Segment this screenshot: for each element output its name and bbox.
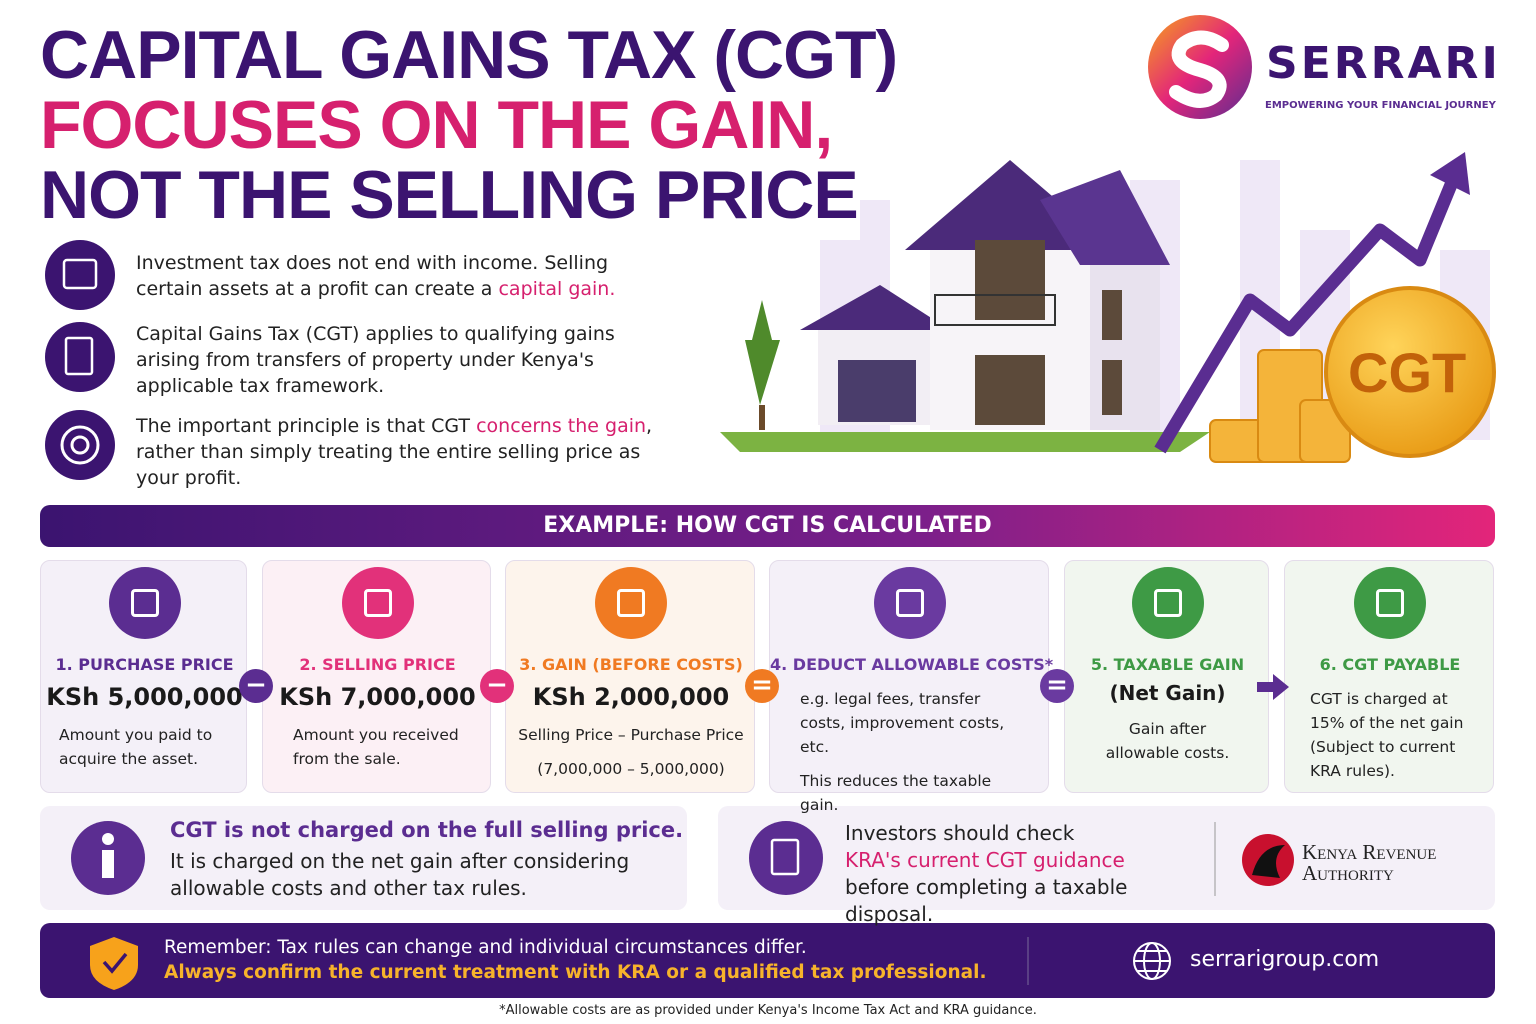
step-icon-glyph — [1376, 589, 1404, 617]
info-bar — [102, 850, 114, 878]
step-icon-glyph — [363, 589, 392, 617]
flow-arrow — [1257, 674, 1289, 700]
operator: − — [480, 669, 514, 703]
step-line: This reduces the taxable gain. — [800, 772, 992, 814]
step-text: CGT is charged at 15% of the net gain (S… — [1310, 687, 1470, 793]
step-title: 6. CGT PAYABLE — [1319, 655, 1461, 674]
text-segment: Investment tax does not end with income.… — [136, 252, 609, 300]
step-icon — [1354, 567, 1426, 639]
growth-arrow — [1154, 172, 1462, 454]
step-title: 2. SELLING PRICE — [299, 655, 456, 674]
logo-s — [1169, 30, 1229, 108]
step-line: Selling Price – Purchase Price — [518, 726, 744, 744]
step-icon — [341, 567, 414, 639]
step-amount: KSh 7,000,000 — [279, 683, 476, 711]
note-box — [40, 806, 687, 910]
step-icon-glyph — [896, 589, 924, 617]
step-text: Selling Price – Purchase Price (7,000,000… — [518, 723, 744, 791]
step-line: e.g. legal fees, transfer costs, improve… — [800, 690, 1005, 756]
step-icon — [595, 567, 667, 639]
operator: = — [745, 669, 779, 703]
footer-band — [40, 923, 1495, 998]
step-icon-glyph — [130, 589, 159, 617]
globe-icon — [1133, 942, 1171, 980]
step-text: Gain after allowable costs. — [1090, 717, 1245, 775]
cgt-coin — [1324, 286, 1496, 458]
title-line: NOT THE SELLING PRICE — [40, 157, 859, 233]
step-line: CGT is charged at 15% of the net gain (S… — [1310, 690, 1464, 780]
step-card: 4. DEDUCT ALLOWABLE COSTS* e.g. legal fee… — [769, 560, 1054, 814]
intro-text: Capital Gains Tax (CGT) applies to quali… — [136, 321, 666, 399]
operator: − — [239, 669, 273, 703]
step-title: 5. TAXABLE GAIN — [1090, 655, 1245, 674]
house — [720, 160, 1210, 452]
footnote: *Allowable costs are as provided under K… — [499, 1003, 1037, 1018]
step-title: 1. PURCHASE PRICE — [55, 655, 234, 674]
step-icon-glyph — [1153, 589, 1182, 617]
info-dot — [102, 833, 114, 845]
intro-icons — [45, 240, 115, 480]
step-icon — [874, 567, 946, 639]
note-body: It is charged on the net gain after cons… — [170, 849, 630, 900]
kra-line: Authority — [1302, 861, 1394, 885]
doc-icon — [749, 821, 823, 895]
step-icon — [1131, 567, 1204, 639]
step-line: Gain after allowable costs. — [1105, 720, 1230, 762]
step-amount: (Net Gain) — [1109, 681, 1226, 705]
footer-line: Always confirm the current treatment wit… — [164, 962, 987, 983]
step-card: 3. GAIN (BEFORE COSTS) KSh 2,000,000 Selli… — [505, 560, 755, 793]
note-right: Investors should check KRA's current CGT … — [845, 820, 1205, 928]
note-title: CGT is not charged on the full selling p… — [170, 818, 684, 842]
text-segment: , rather than simply treating the entire… — [136, 415, 653, 489]
example-band — [40, 505, 1495, 547]
doc-shape — [770, 838, 800, 876]
coin-stacks — [1209, 349, 1351, 463]
website: serrarigroup.com — [1190, 947, 1380, 972]
kra-name: Kenya Revenue Authority — [1302, 842, 1436, 884]
step-icon-glyph — [617, 589, 645, 617]
step-line: Amount you paid to acquire the asset. — [59, 726, 213, 768]
step-title: 4. DEDUCT ALLOWABLE COSTS* — [770, 655, 1054, 674]
step-amount: KSh 5,000,000 — [46, 683, 243, 711]
shield-check — [102, 952, 128, 974]
text-segment: concerns the gain — [476, 415, 647, 437]
text-segment: The important principle is that CGT — [136, 415, 477, 437]
step-text: Amount you received from the sale. — [293, 723, 462, 781]
arrow-head — [1430, 152, 1470, 195]
example-heading: EXAMPLE: HOW CGT IS CALCULATED — [543, 513, 992, 538]
title-line: CAPITAL GAINS TAX (CGT) — [40, 17, 898, 93]
text-segment: capital gain. — [498, 278, 616, 300]
footer-line: Remember: Tax rules can change and indiv… — [164, 937, 807, 958]
step-card: 5. TAXABLE GAIN (Net Gain) Gain after allo… — [1064, 560, 1269, 793]
step-card: 2. SELLING PRICE KSh 7,000,000 Amount you … — [262, 560, 491, 793]
kra-line: Kenya Revenue — [1302, 840, 1437, 864]
logo-name: SERRARI — [1266, 38, 1501, 89]
kra-lion — [1252, 845, 1285, 878]
step-text: Amount you paid to acquire the asset. — [59, 723, 230, 781]
shield-icon — [90, 937, 138, 990]
arrow-shape — [1257, 674, 1289, 700]
text-segment: Investors should check — [845, 821, 1075, 845]
note-box — [718, 806, 1495, 910]
step-text: e.g. legal fees, transfer costs, improve… — [800, 687, 1020, 827]
text-segment: Capital Gains Tax (CGT) applies to quali… — [136, 323, 615, 397]
operator: = — [1040, 669, 1074, 703]
text-segment: KRA's current CGT guidance — [845, 848, 1125, 872]
logo-tagline: EMPOWERING YOUR FINANCIAL JOURNEY — [1265, 100, 1496, 111]
text-segment: before completing a taxable disposal. — [845, 875, 1128, 926]
step-icon — [108, 567, 181, 639]
title-line: FOCUSES ON THE GAIN, — [40, 87, 833, 163]
intro-text: The important principle is that CGT conc… — [136, 413, 666, 491]
step-title: 3. GAIN (BEFORE COSTS) — [519, 655, 743, 674]
coin-label: CGT — [1348, 341, 1467, 404]
step-line: Amount you received from the sale. — [293, 726, 459, 768]
step-line: (7,000,000 – 5,000,000) — [537, 760, 725, 778]
step-amount: KSh 2,000,000 — [532, 683, 730, 711]
step-card: 1. PURCHASE PRICE KSh 5,000,000 Amount you… — [40, 560, 247, 793]
step-card: 6. CGT PAYABLE CGT is charged at 15% of t… — [1284, 560, 1494, 793]
intro-text: Investment tax does not end with income.… — [136, 250, 666, 302]
